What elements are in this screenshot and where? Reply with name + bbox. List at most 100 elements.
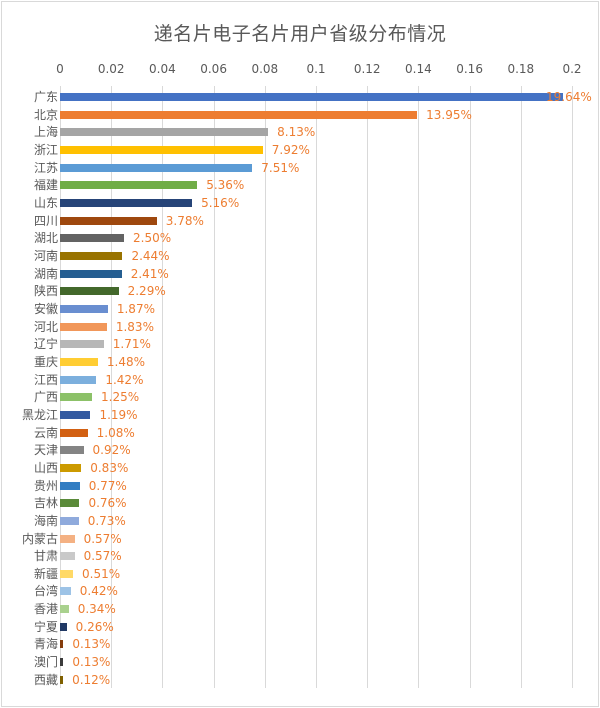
data-label: 7.92% [271,142,310,157]
x-tick-label: 0.1 [306,62,326,76]
category-label: 江西 [33,372,58,387]
bar [60,375,97,384]
category-label: 辽宁 [33,337,58,352]
data-label: 0.42% [79,584,118,599]
data-label: 0.92% [92,443,131,458]
category-label: 香港 [33,602,58,617]
category-label: 青海 [33,637,58,652]
bar [60,145,263,154]
data-label: 0.13% [72,637,111,652]
data-label: 1.48% [106,354,145,369]
bar [60,534,75,543]
gridline [367,86,368,688]
data-label: 2.44% [131,248,170,263]
category-label: 新疆 [33,566,58,581]
bar [60,304,108,313]
category-label: 安徽 [33,301,58,316]
data-label: 0.12% [72,672,111,687]
data-label: 0.83% [90,460,129,475]
bar [60,393,92,402]
data-label: 0.26% [75,619,114,634]
category-label: 贵州 [33,478,58,493]
bar [60,410,91,419]
data-label: 1.08% [96,425,135,440]
data-label: 0.13% [72,655,111,670]
bar [60,499,80,508]
category-label: 重庆 [33,354,58,369]
data-label: 1.25% [101,390,140,405]
bar [60,93,563,101]
category-label: 宁夏 [33,619,58,634]
bar [60,622,67,631]
x-tick-label: 0.08 [251,62,279,76]
gridline [111,86,112,688]
chart-title: 递名片电子名片用户省级分布情况 [153,23,447,45]
data-label: 1.42% [105,372,144,387]
data-label: 3.78% [165,213,204,228]
gridline [265,86,266,688]
data-label: 0.57% [83,531,122,546]
bar [60,552,75,561]
category-label: 天津 [33,443,58,458]
x-tick-label: 0.14 [405,62,432,76]
bar [60,605,69,614]
gridline [60,86,61,688]
data-label: 1.19% [99,407,138,422]
data-label: 5.36% [206,178,245,193]
x-tick-label: 0.16 [456,62,483,76]
gridline [162,86,163,688]
data-label: 1.87% [116,301,155,316]
gridline [418,86,419,688]
data-label: 0.73% [87,513,126,528]
bar [60,128,269,137]
category-label: 西藏 [33,672,58,687]
category-label: 山东 [33,195,58,210]
data-label: 2.29% [127,284,166,299]
category-label: 江苏 [33,160,58,175]
x-tick-label: 0.18 [507,62,535,76]
data-label: 0.76% [88,496,127,511]
bar [60,569,74,578]
bar [60,216,157,225]
bar [60,287,119,296]
category-label: 内蒙古 [21,531,58,546]
category-label: 湖南 [33,266,58,281]
gridline [470,86,471,688]
data-label: 7.51% [261,160,300,175]
bar [60,198,193,207]
data-label: 0.57% [83,549,122,564]
bar [60,322,107,331]
category-label: 陕西 [33,284,58,299]
bar [60,640,64,649]
data-label: 2.41% [130,266,169,281]
bar [60,269,122,278]
category-label: 河南 [33,248,58,263]
bar [60,516,79,525]
category-label: 福建 [33,178,58,193]
data-label: 0.77% [88,478,127,493]
data-label: 8.13% [277,125,316,140]
gridline [316,86,317,688]
category-label: 广西 [33,390,58,405]
category-label: 台湾 [33,584,58,599]
category-label: 甘肃 [33,549,58,564]
category-label: 吉林 [33,496,58,511]
bar [60,181,198,190]
bar [60,428,88,437]
data-label: 1.71% [112,337,151,352]
category-label: 澳门 [33,655,58,670]
category-label: 北京 [33,107,58,122]
bar [60,481,80,490]
category-label: 四川 [33,213,58,228]
category-label: 湖北 [33,231,58,246]
x-tick-label: 0.12 [353,62,381,76]
bar [60,340,104,349]
category-label: 河北 [33,319,58,334]
gridline [521,86,522,688]
data-label: 5.16% [201,195,240,210]
bar [60,675,64,684]
data-label: 13.95% [426,107,472,122]
bar [60,658,64,667]
data-label: 2.50% [133,231,172,246]
